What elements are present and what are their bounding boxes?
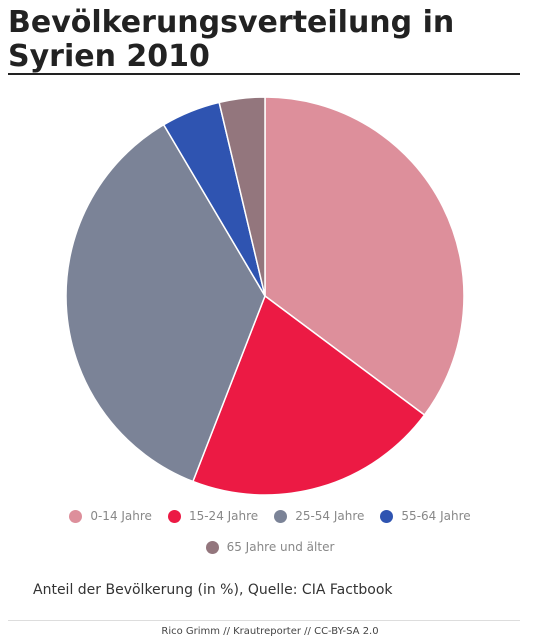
legend-label-0-14: 0-14 Jahre (90, 509, 152, 523)
legend-swatch-65-plus (205, 540, 219, 554)
legend-swatch-55-64 (380, 509, 394, 523)
legend-label-25-54: 25-54 Jahre (295, 509, 365, 523)
chart-caption: Anteil der Bevölkerung (in %), Quelle: C… (33, 582, 393, 598)
legend-swatch-25-54 (274, 509, 288, 523)
chart-title: Bevölkerungsverteilung in Syrien 2010 (8, 5, 455, 74)
credit-line: Rico Grimm // Krautreporter // CC-BY-SA … (161, 626, 379, 637)
legend-swatch-15-24 (167, 509, 181, 523)
legend-item-0-14[interactable]: 0-14 Jahre (69, 509, 152, 523)
title-underline (8, 73, 520, 75)
legend-item-15-24[interactable]: 15-24 Jahre (167, 509, 259, 523)
pie-slice-25-54[interactable] (65, 123, 266, 483)
legend-item-65-plus[interactable]: 65 Jahre und älter (205, 540, 335, 554)
pie-slice-0-14[interactable] (264, 96, 465, 416)
footer-divider (8, 620, 520, 621)
legend-row-1: 0-14 Jahre 15-24 Jahre 25-54 Jahre 55-64… (0, 509, 540, 523)
legend-item-55-64[interactable]: 55-64 Jahre (380, 509, 471, 523)
legend-row-2: 65 Jahre und älter (0, 540, 540, 554)
legend-swatch-0-14 (69, 509, 83, 523)
pie-chart (65, 96, 465, 496)
legend-label-65-plus: 65 Jahre und älter (226, 540, 335, 554)
legend-item-25-54[interactable]: 25-54 Jahre (274, 509, 364, 523)
legend-label-15-24: 15-24 Jahre (188, 509, 259, 523)
legend-label-55-64: 55-64 Jahre (401, 509, 471, 523)
pie-slice-15-24[interactable] (192, 295, 426, 496)
pie-slice-65-plus[interactable] (218, 96, 266, 297)
